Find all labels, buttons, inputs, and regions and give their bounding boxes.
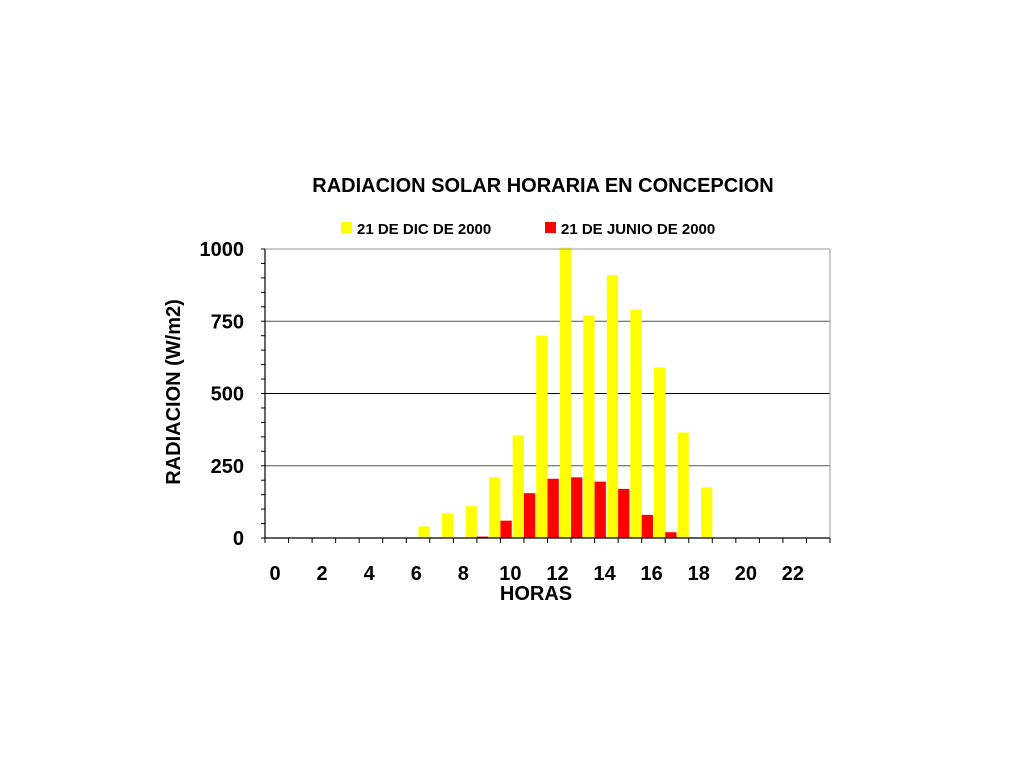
legend: 21 DE DIC DE 2000 21 DE JUNIO DE 2000 xyxy=(341,221,715,238)
y-tick-label: 750 xyxy=(211,311,244,333)
bar-dec xyxy=(606,275,619,538)
axes xyxy=(261,248,831,543)
bar-jun xyxy=(618,488,630,538)
x-tick-label: 2 xyxy=(317,563,328,585)
bar-jun xyxy=(523,493,536,538)
bar-dec xyxy=(677,432,689,538)
bar-dec xyxy=(583,315,595,538)
x-tick-label: 14 xyxy=(593,563,616,585)
x-tick-label: 8 xyxy=(458,563,469,585)
x-tick-label: 4 xyxy=(364,563,376,585)
y-axis-label: RADIACION (W/m2) xyxy=(163,299,185,485)
x-tick-label: 0 xyxy=(269,563,280,585)
bar-jun xyxy=(547,478,559,538)
x-tick-label: 20 xyxy=(735,563,757,585)
bar-dec xyxy=(700,487,713,538)
bar-dec xyxy=(512,435,524,538)
bar-jun xyxy=(500,520,512,538)
x-tick-label: 12 xyxy=(546,563,568,585)
bar-dec xyxy=(418,526,430,538)
y-tick-label: 1000 xyxy=(200,239,245,261)
x-axis-label: HORAS xyxy=(500,583,572,605)
legend-label-jun: 21 DE JUNIO DE 2000 xyxy=(561,221,715,238)
bar-dec xyxy=(653,367,666,538)
bar-dec xyxy=(442,513,454,538)
bar-jun xyxy=(641,514,653,538)
bar-dec xyxy=(465,506,477,538)
bar-dec xyxy=(559,247,572,538)
y-tick-label: 250 xyxy=(211,456,244,478)
y-tick-label: 0 xyxy=(233,528,244,550)
bar-dec xyxy=(489,477,501,538)
bar-dec xyxy=(630,309,642,538)
chart-title: RADIACION SOLAR HORARIA EN CONCEPCION xyxy=(312,175,774,197)
x-tick-label: 10 xyxy=(499,563,521,585)
x-tick-label: 16 xyxy=(641,563,663,585)
bar-jun xyxy=(594,481,606,538)
x-tick-label: 6 xyxy=(411,563,422,585)
legend-swatch-jun xyxy=(545,222,556,233)
y-tick-labels: 0 250 500 750 1000 xyxy=(200,239,245,550)
bars xyxy=(418,247,713,538)
x-tick-label: 22 xyxy=(782,563,804,585)
legend-swatch-dec xyxy=(341,222,352,233)
x-tick-labels: 0 2 4 6 8 10 12 14 16 18 20 22 xyxy=(269,563,804,585)
bar-jun xyxy=(665,532,677,538)
bar-dec xyxy=(536,335,548,538)
bar-jun xyxy=(571,477,583,538)
x-tick-label: 18 xyxy=(688,563,710,585)
bar-jun xyxy=(476,536,489,538)
y-tick-label: 500 xyxy=(211,384,244,406)
legend-label-dec: 21 DE DIC DE 2000 xyxy=(357,221,491,238)
